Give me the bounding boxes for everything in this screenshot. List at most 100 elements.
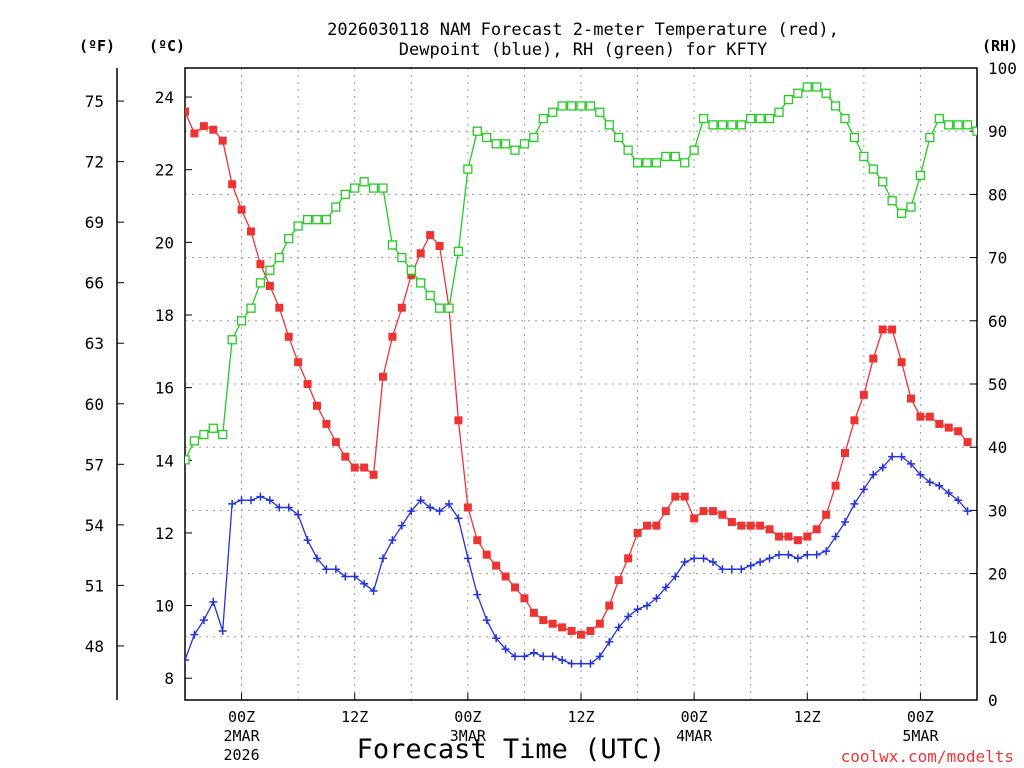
rh-tick-label: 10 bbox=[988, 628, 1007, 647]
rh-point bbox=[670, 151, 680, 162]
rh-point bbox=[859, 151, 869, 162]
dewpoint-point bbox=[737, 565, 746, 574]
dewpoint-point bbox=[473, 590, 482, 599]
x-tick-label: 12Z bbox=[567, 708, 594, 726]
rh-tick-label: 70 bbox=[988, 249, 1007, 268]
x-tick-label: 00Z bbox=[454, 708, 481, 726]
rh-point bbox=[472, 126, 482, 136]
dewpoint-point bbox=[567, 659, 576, 668]
temperature-point bbox=[369, 470, 378, 479]
temperature-point bbox=[586, 626, 595, 635]
dewpoint-point bbox=[313, 554, 321, 563]
dewpoint-point bbox=[284, 503, 293, 512]
rh-point bbox=[208, 423, 218, 433]
temperature-point bbox=[237, 205, 246, 214]
dewpoint-point bbox=[577, 659, 585, 668]
rh-point bbox=[736, 120, 746, 130]
temperature-point bbox=[303, 380, 312, 388]
temperature-point bbox=[199, 122, 208, 131]
x-tick-date: 2MAR bbox=[224, 727, 261, 745]
x-tick-date: 3MAR bbox=[450, 727, 487, 745]
x-tick-date: 4MAR bbox=[676, 727, 713, 745]
temperature-point bbox=[520, 594, 529, 603]
temperature-point bbox=[784, 532, 793, 541]
rh-point bbox=[368, 183, 379, 193]
rh-point bbox=[585, 101, 596, 111]
rh-point bbox=[189, 436, 200, 446]
rh-point bbox=[755, 113, 765, 124]
celsius-tick-label: 16 bbox=[155, 379, 174, 398]
dewpoint-point bbox=[935, 481, 944, 490]
dewpoint-point bbox=[784, 550, 793, 559]
fahrenheit-tick-label: 51 bbox=[85, 576, 104, 595]
rh-tick-label: 60 bbox=[988, 312, 1007, 331]
dewpoint-point bbox=[841, 518, 849, 527]
rh-point bbox=[482, 132, 492, 143]
rh-point bbox=[727, 120, 737, 130]
source-credit: coolwx.com/modelts bbox=[841, 747, 1014, 766]
temperature-line bbox=[185, 111, 969, 636]
dewpoint-point bbox=[247, 496, 255, 505]
dewpoint-point bbox=[209, 597, 218, 606]
temperature-point bbox=[492, 561, 501, 570]
temperature-point bbox=[897, 358, 906, 367]
rh-tick-label: 30 bbox=[988, 501, 1007, 520]
dewpoint-point bbox=[727, 565, 736, 574]
rh-point bbox=[491, 139, 501, 149]
temperature-point bbox=[633, 528, 642, 537]
rh-point bbox=[463, 164, 473, 174]
rh-point bbox=[689, 145, 699, 155]
temperature-point bbox=[247, 227, 255, 236]
rh-point bbox=[227, 335, 237, 345]
x-tick-label: 00Z bbox=[228, 708, 255, 726]
rh-point bbox=[953, 120, 963, 130]
dewpoint-point bbox=[822, 547, 831, 556]
temperature-point bbox=[709, 507, 717, 516]
dewpoint-point bbox=[558, 656, 567, 665]
dewpoint-point bbox=[322, 565, 331, 574]
rh-point bbox=[218, 429, 228, 440]
dewpoint-point bbox=[492, 634, 501, 643]
x-tick-year: 2026 bbox=[224, 746, 260, 764]
rh-point bbox=[453, 246, 464, 256]
temperature-point bbox=[218, 136, 227, 145]
rh-point bbox=[698, 113, 709, 124]
dewpoint-point bbox=[586, 659, 595, 668]
rh-point bbox=[708, 120, 718, 130]
temperature-point bbox=[426, 231, 435, 240]
rh-point bbox=[614, 132, 624, 143]
rh-point bbox=[576, 101, 586, 111]
rh-point bbox=[812, 82, 822, 92]
temperature-point bbox=[539, 616, 548, 625]
temperature-point bbox=[416, 249, 425, 258]
rh-point bbox=[519, 139, 530, 149]
rh-line bbox=[185, 86, 977, 461]
fahrenheit-unit-label: (ºF) bbox=[79, 37, 115, 55]
temperature-point bbox=[595, 619, 604, 628]
dewpoint-point bbox=[360, 579, 369, 588]
temperature-point bbox=[690, 514, 699, 523]
temperature-point bbox=[907, 394, 915, 403]
dewpoint-point bbox=[652, 594, 661, 603]
temperature-point bbox=[831, 481, 840, 490]
dewpoint-point bbox=[850, 499, 859, 508]
rh-point bbox=[387, 240, 398, 250]
temperature-point bbox=[341, 452, 350, 461]
rh-point bbox=[529, 132, 539, 143]
rh-tick-label: 80 bbox=[988, 185, 1007, 204]
grid-lines bbox=[185, 68, 977, 700]
dewpoint-point bbox=[661, 583, 670, 592]
temperature-point bbox=[407, 271, 416, 280]
dewpoint-point bbox=[624, 612, 633, 621]
dewpoint-point bbox=[954, 496, 963, 505]
rh-point bbox=[887, 196, 897, 206]
temperature-point bbox=[869, 354, 878, 363]
celsius-tick-label: 10 bbox=[155, 597, 174, 616]
rh-point bbox=[944, 120, 954, 130]
x-tick-label: 00Z bbox=[907, 708, 934, 726]
fahrenheit-tick-label: 57 bbox=[85, 455, 104, 474]
temperature-point bbox=[671, 492, 680, 501]
series-layer bbox=[185, 82, 977, 668]
rh-point bbox=[623, 145, 633, 155]
dewpoint-point bbox=[407, 507, 416, 516]
